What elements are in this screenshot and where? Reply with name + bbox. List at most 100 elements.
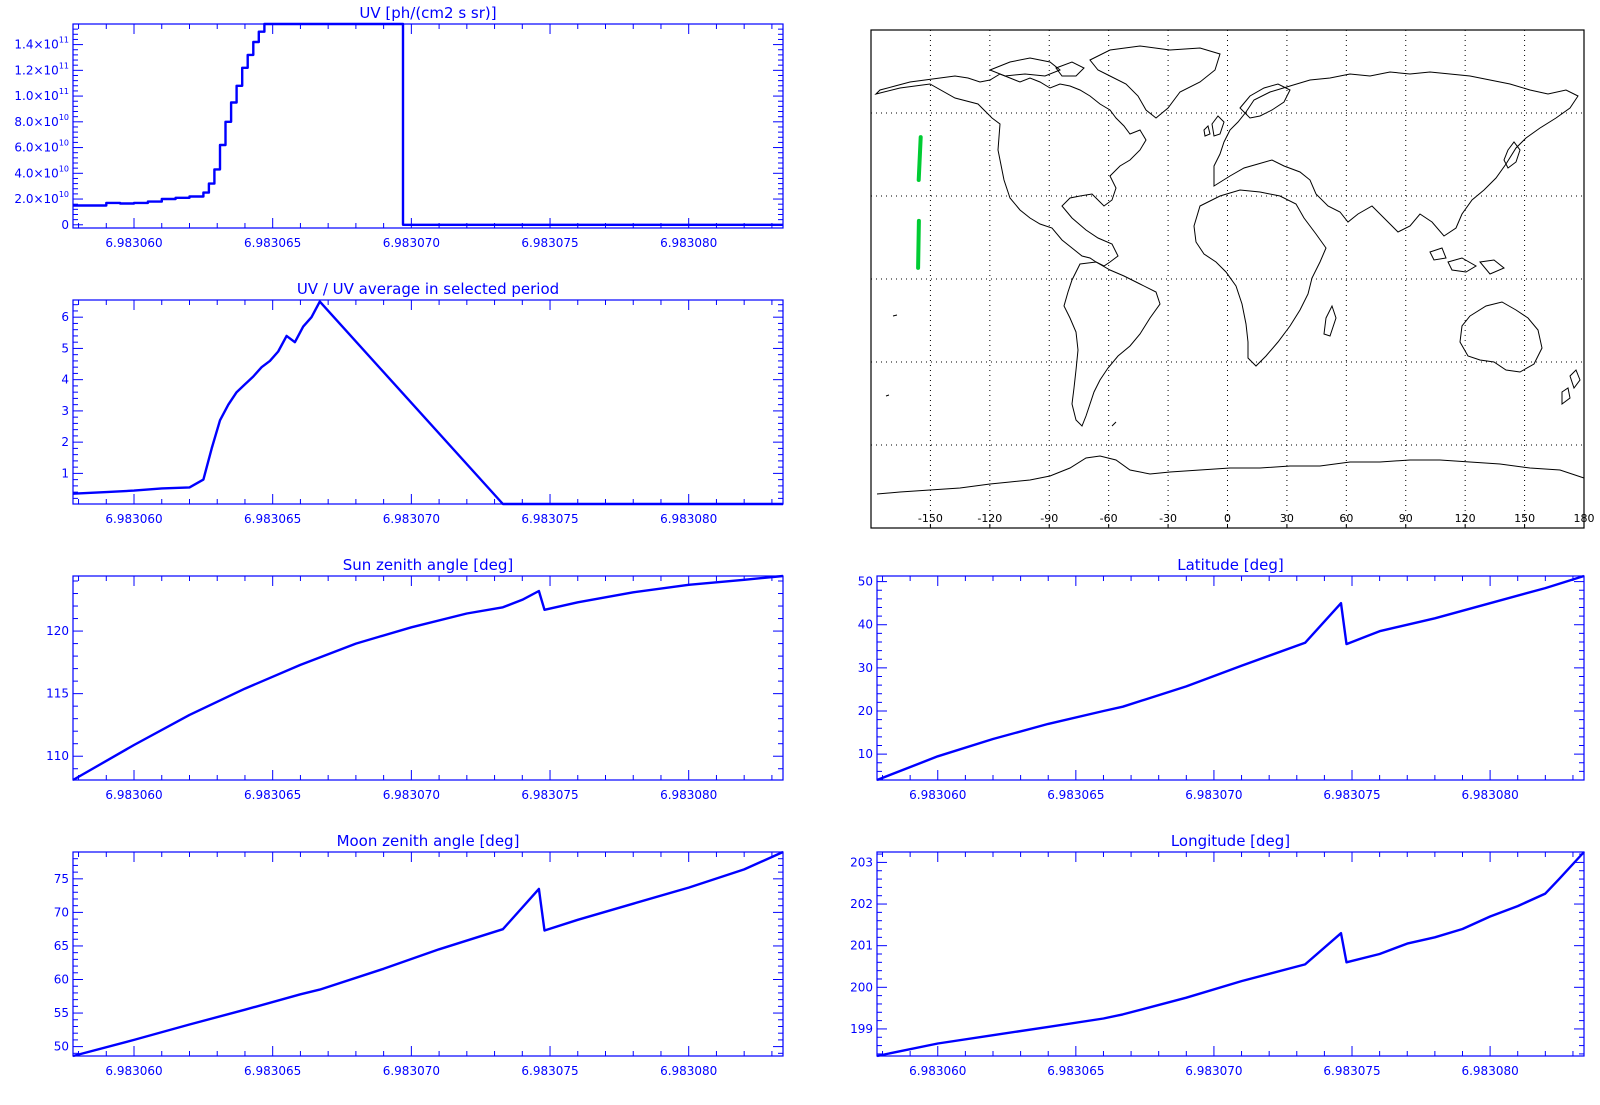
y-tick-label: 4 bbox=[61, 373, 69, 387]
x-tick-label: 6.983080 bbox=[660, 1064, 717, 1078]
y-tick-exponent: 11 bbox=[59, 36, 69, 45]
coastline-new-zealand bbox=[1561, 369, 1581, 405]
chart-title: Latitude [deg] bbox=[1177, 556, 1283, 574]
lon-tick-label: -30 bbox=[1159, 512, 1177, 525]
y-tick-mantissa: 2.0×10 bbox=[14, 192, 58, 206]
series-line-latitude bbox=[876, 574, 1585, 782]
world-map: -150 -120 -90 -60 -30 0 30 60 90 120 150 180 bbox=[870, 29, 1595, 529]
x-tick-label: 6.983060 bbox=[105, 236, 162, 250]
y-tick-exponent: 11 bbox=[59, 87, 69, 96]
coastline-indonesia bbox=[1429, 247, 1505, 275]
y-tick-exponent: 10 bbox=[59, 164, 69, 173]
lon-tick-label: 90 bbox=[1399, 512, 1413, 525]
chart-title: Moon zenith angle [deg] bbox=[337, 832, 520, 850]
coastline-south-america bbox=[1063, 261, 1161, 427]
coastline-eurasia bbox=[1213, 71, 1579, 237]
x-tick-label: 6.983080 bbox=[660, 512, 717, 526]
y-tick-mantissa: 1.4×10 bbox=[14, 38, 58, 52]
y-tick-mantissa: 1.0×10 bbox=[14, 89, 58, 103]
x-tick-label: 6.983060 bbox=[909, 1064, 966, 1078]
x-tick-label: 6.983080 bbox=[1461, 1064, 1518, 1078]
coastline-british-isles bbox=[1203, 115, 1225, 137]
lon-tick-label: -60 bbox=[1100, 512, 1118, 525]
y-tick-mantissa: 4.0×10 bbox=[14, 166, 58, 180]
x-tick-label: 6.983065 bbox=[1047, 1064, 1104, 1078]
x-tick-label: 6.983070 bbox=[383, 788, 440, 802]
track-segment bbox=[916, 135, 923, 182]
y-tick-label: 202 bbox=[850, 897, 873, 911]
y-tick-label: 2.0×1010 bbox=[14, 190, 69, 206]
y-tick-label: 30 bbox=[858, 661, 873, 675]
y-tick-mantissa: 8.0×10 bbox=[14, 115, 58, 129]
x-tick-label: 6.983065 bbox=[244, 512, 301, 526]
y-tick-label: 65 bbox=[54, 939, 69, 953]
coastline-australia bbox=[1459, 301, 1543, 373]
y-tick-label: 6 bbox=[61, 310, 69, 324]
y-tick-exponent: 10 bbox=[59, 190, 69, 199]
chart-moonzen: Moon zenith angle [deg] 6.983060 6.983065 6… bbox=[54, 832, 784, 1078]
lon-tick-label: -90 bbox=[1040, 512, 1058, 525]
plot-frame bbox=[72, 851, 784, 1057]
y-tick-label: 0 bbox=[61, 218, 69, 232]
coastline-madagascar bbox=[1323, 304, 1337, 337]
x-tick-label: 6.983060 bbox=[105, 788, 162, 802]
y-tick-label: 203 bbox=[850, 855, 873, 869]
track-segment bbox=[916, 218, 921, 270]
series-line-longitude bbox=[876, 851, 1585, 1058]
lon-tick-label: -120 bbox=[977, 512, 1002, 525]
x-tick-label: 6.983075 bbox=[521, 236, 578, 250]
x-tick-label: 6.983065 bbox=[244, 236, 301, 250]
y-tick-label: 70 bbox=[54, 905, 69, 919]
lon-tick-label: 180 bbox=[1574, 512, 1595, 525]
y-tick-label: 1.0×1011 bbox=[14, 87, 69, 103]
y-tick-label: 2 bbox=[61, 435, 69, 449]
x-tick-label: 6.983070 bbox=[383, 236, 440, 250]
chart-title: UV / UV average in selected period bbox=[297, 280, 559, 298]
x-tick-label: 6.983070 bbox=[1185, 788, 1242, 802]
x-tick-label: 6.983075 bbox=[1323, 1064, 1380, 1078]
y-tick-label: 1 bbox=[61, 466, 69, 480]
chart-title: Sun zenith angle [deg] bbox=[343, 556, 514, 574]
x-tick-label: 6.983080 bbox=[1461, 788, 1518, 802]
y-tick-label: 201 bbox=[850, 939, 873, 953]
x-tick-label: 6.983065 bbox=[1047, 788, 1104, 802]
lon-tick-label: 0 bbox=[1224, 512, 1231, 525]
y-tick-label: 75 bbox=[54, 872, 69, 886]
x-tick-label: 6.983060 bbox=[909, 788, 966, 802]
chart-sunzen: Sun zenith angle [deg] 6.983060 6.983065 6.… bbox=[46, 556, 784, 802]
x-tick-label: 6.983075 bbox=[521, 1064, 578, 1078]
plot-frame bbox=[72, 575, 784, 781]
x-tick-label: 6.983080 bbox=[660, 788, 717, 802]
y-tick-exponent: 10 bbox=[59, 113, 69, 122]
plot-frame bbox=[876, 851, 1585, 1057]
lon-tick-label: 30 bbox=[1280, 512, 1294, 525]
y-tick-label: 50 bbox=[858, 575, 873, 589]
lon-tick-label: 60 bbox=[1339, 512, 1353, 525]
x-tick-label: 6.983065 bbox=[244, 1064, 301, 1078]
y-tick-mantissa: 0 bbox=[61, 218, 69, 232]
map-coastlines bbox=[874, 45, 1585, 495]
chart-uvratio: UV / UV average in selected period 6.9830… bbox=[61, 280, 784, 526]
x-tick-label: 6.983065 bbox=[244, 788, 301, 802]
coastline-greenland bbox=[1089, 45, 1221, 119]
chart-title: UV [ph/(cm2 s sr)] bbox=[359, 4, 496, 22]
y-tick-label: 55 bbox=[54, 1006, 69, 1020]
y-tick-label: 4.0×1010 bbox=[14, 164, 69, 180]
coastline-pacific-islets bbox=[885, 314, 1117, 427]
x-tick-label: 6.983075 bbox=[521, 788, 578, 802]
y-tick-label: 50 bbox=[54, 1040, 69, 1054]
y-tick-label: 60 bbox=[54, 973, 69, 987]
y-tick-label: 200 bbox=[850, 980, 873, 994]
series-line-uvratio bbox=[72, 300, 783, 506]
y-tick-label: 8.0×1010 bbox=[14, 113, 69, 129]
plot-frame bbox=[72, 23, 784, 229]
y-tick-mantissa: 6.0×10 bbox=[14, 141, 58, 155]
coastline-scandinavia bbox=[1239, 83, 1291, 119]
y-tick-label: 20 bbox=[858, 704, 873, 718]
y-tick-label: 115 bbox=[46, 687, 69, 701]
lon-tick-label: 120 bbox=[1455, 512, 1476, 525]
lon-tick-label: 150 bbox=[1514, 512, 1535, 525]
y-tick-label: 6.0×1010 bbox=[14, 139, 69, 155]
series-line-moonzen bbox=[72, 850, 784, 1058]
